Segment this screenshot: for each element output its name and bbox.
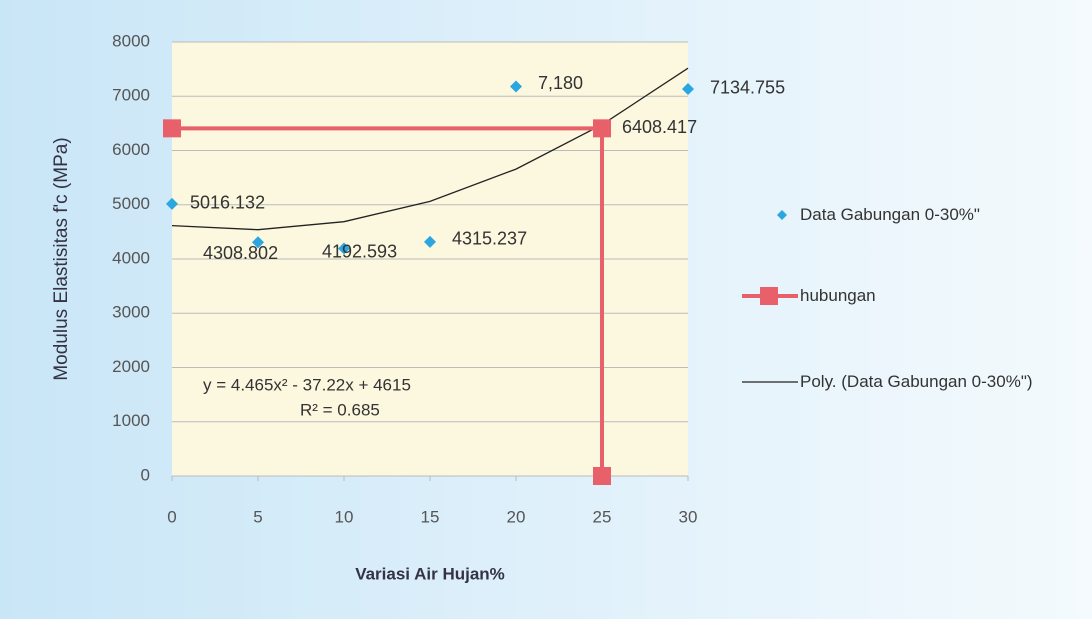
x-tick-label: 15 [421,507,440,526]
y-tick-label: 3000 [112,303,150,322]
data-point [163,119,181,138]
x-tick-label: 10 [335,507,354,526]
y-tick-label: 8000 [112,31,150,50]
legend-key [760,287,778,305]
data-label: 4308.802 [203,243,278,263]
x-tick-label: 30 [679,507,698,526]
trend-equation: y = 4.465x² - 37.22x + 4615 [203,375,411,394]
data-point [252,236,264,249]
data-point [593,467,611,485]
y-tick-label: 6000 [112,140,150,159]
legend-entry: Poly. (Data Gabungan 0-30%") [800,372,1033,391]
data-point [424,235,436,248]
y-tick-label: 7000 [112,86,150,105]
data-label: 7134.755 [710,78,785,98]
data-point [166,197,178,210]
legend-key [777,210,787,220]
x-tick-label: 25 [593,507,612,526]
legend-entry: Data Gabungan 0-30%" [800,205,980,224]
data-label: 4315.237 [452,229,527,249]
r-squared: R² = 0.685 [300,400,380,419]
data-point [682,82,694,95]
data-point [338,242,350,255]
y-tick-label: 2000 [112,357,150,376]
x-tick-label: 5 [253,507,262,526]
legend-entry: hubungan [800,286,876,305]
x-tick-label: 20 [507,507,526,526]
y-axis-title: Modulus Elastisitas f'c (MPa) [51,137,72,380]
data-label: 4192.593 [322,241,397,261]
x-tick-label: 0 [167,507,176,526]
y-tick-label: 5000 [112,194,150,213]
x-axis-title: Variasi Air Hujan% [355,564,505,583]
y-tick-label: 0 [141,465,150,484]
data-label: 6408.417 [622,117,697,137]
y-tick-label: 1000 [112,411,150,430]
y-tick-label: 4000 [112,248,150,267]
data-label: 5016.132 [190,193,265,213]
data-point [510,80,522,93]
data-label: 7,180 [538,73,583,93]
data-point [593,119,611,138]
